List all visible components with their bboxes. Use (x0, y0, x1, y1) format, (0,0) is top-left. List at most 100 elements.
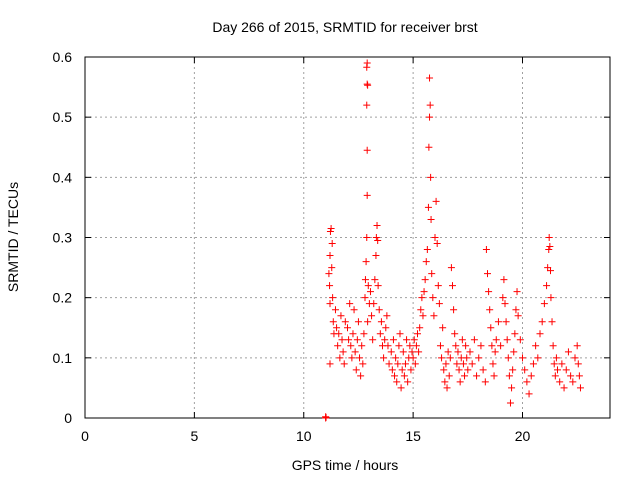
data-point (326, 300, 334, 308)
data-point (364, 318, 372, 326)
data-point (473, 372, 481, 380)
data-point (381, 336, 389, 344)
data-point (497, 342, 505, 350)
data-point (509, 366, 517, 374)
data-point (359, 360, 367, 368)
data-point (426, 74, 434, 82)
data-point (364, 282, 372, 290)
data-point (564, 348, 572, 356)
x-tick-label: 10 (296, 428, 312, 444)
data-point (556, 378, 564, 386)
data-point (338, 336, 346, 344)
data-point (334, 342, 342, 350)
data-point (513, 288, 521, 296)
data-point (545, 234, 553, 241)
data-point (346, 300, 354, 308)
data-point (327, 224, 335, 232)
data-point (353, 336, 361, 344)
x-tick-label: 5 (190, 428, 198, 444)
data-point (401, 360, 409, 368)
data-point (468, 360, 476, 368)
data-point (361, 276, 369, 284)
data-point (377, 318, 385, 326)
data-point (441, 378, 449, 386)
data-point (523, 378, 531, 386)
data-point (422, 258, 430, 266)
data-point (372, 234, 380, 241)
x-axis-label: GPS time / hours (292, 457, 399, 473)
data-point (505, 372, 513, 380)
data-point (451, 330, 459, 338)
data-point (363, 101, 371, 109)
data-point (529, 360, 537, 368)
data-point (350, 306, 358, 314)
data-point (547, 294, 555, 302)
data-point (425, 143, 433, 151)
data-point (506, 399, 514, 407)
data-point (512, 306, 520, 314)
data-point (500, 276, 508, 284)
data-point (427, 215, 435, 223)
data-point (374, 282, 382, 290)
data-point (352, 366, 360, 374)
data-point (363, 146, 371, 154)
data-point (477, 342, 485, 350)
data-point (432, 197, 440, 205)
data-point (348, 354, 356, 362)
data-point (492, 336, 500, 344)
data-point (360, 330, 368, 338)
data-point (514, 312, 522, 320)
data-point (325, 270, 333, 278)
data-point (571, 354, 579, 362)
data-point (412, 342, 420, 350)
data-point (406, 342, 414, 350)
data-point (385, 360, 393, 368)
data-point (356, 354, 364, 362)
y-tick-label: 0.6 (53, 49, 73, 65)
data-point (540, 300, 548, 308)
data-point (349, 330, 357, 338)
data-point (333, 324, 341, 332)
data-points (322, 59, 584, 422)
chart-title: Day 266 of 2015, SRMTID for receiver brs… (212, 19, 477, 35)
data-point (326, 252, 334, 260)
data-point (487, 324, 495, 332)
data-point (573, 342, 581, 350)
data-point (328, 240, 336, 248)
data-point (398, 366, 406, 374)
data-point (393, 378, 401, 386)
data-point (479, 366, 487, 374)
data-point (373, 221, 381, 229)
data-point (547, 267, 554, 275)
data-point (417, 306, 425, 314)
data-point (400, 372, 408, 380)
data-point (428, 270, 436, 278)
data-point (363, 234, 371, 241)
data-point (445, 372, 453, 380)
data-point (418, 294, 426, 302)
y-tick-label: 0.1 (53, 350, 73, 366)
data-point (415, 348, 423, 356)
axis-ticks (84, 56, 610, 419)
y-tick-label: 0 (64, 410, 72, 426)
data-point (408, 348, 416, 356)
data-point (527, 372, 535, 380)
data-point (536, 330, 544, 338)
data-point (446, 354, 454, 362)
data-point (411, 360, 419, 368)
data-point (463, 354, 471, 362)
data-point (374, 237, 382, 245)
data-point (486, 306, 494, 314)
data-point (491, 348, 499, 356)
data-point (326, 360, 334, 368)
data-point (459, 360, 467, 368)
data-point (450, 306, 458, 314)
data-point (488, 342, 496, 350)
data-point (546, 243, 554, 251)
data-point (504, 354, 512, 362)
data-point (371, 276, 379, 284)
data-point (354, 318, 362, 326)
data-point (494, 318, 502, 326)
data-point (366, 288, 374, 296)
data-point (427, 173, 435, 181)
